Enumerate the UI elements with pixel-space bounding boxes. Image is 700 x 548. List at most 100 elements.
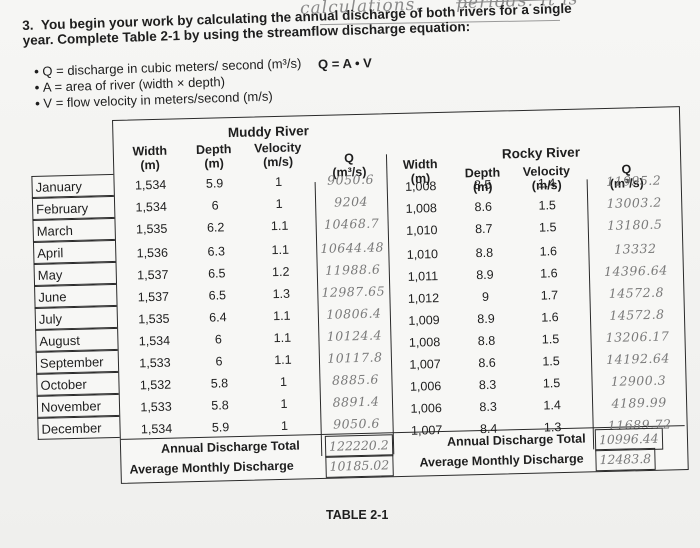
rocky-depth-cell: 9: [481, 289, 490, 305]
rocky-q-cell: 14572.8: [608, 284, 665, 301]
month-label: February: [31, 195, 117, 220]
muddy-q-cell: 10644.48: [320, 239, 385, 256]
muddy-velocity-cell: 1.1: [270, 218, 289, 234]
table-row: 1,534 5.9 1 9050.6 1,008 8.5 1.4 11995.2: [113, 107, 679, 194]
rocky-width-cell: 1,006: [409, 379, 442, 394]
rocky-velocity-cell: 1.6: [539, 244, 558, 259]
muddy-velocity-cell: 1: [280, 418, 289, 433]
rocky-depth-cell: 8.6: [474, 199, 493, 215]
muddy-q-cell: 11988.6: [324, 261, 381, 278]
muddy-velocity-header: Velocity (m/s): [246, 140, 311, 170]
muddy-depth-cell: 6.5: [207, 266, 226, 281]
table-row: 1,534 6 1.1 10124.4 1,008 8.8 1.5 13206.17: [113, 107, 679, 349]
month-label: September: [35, 349, 121, 374]
rocky-q-cell: 13332: [614, 240, 657, 257]
month-label: April: [32, 239, 118, 264]
rocky-width-cell: 1,010: [406, 247, 439, 262]
muddy-q-cell: 10124.4: [326, 327, 383, 344]
rocky-depth-cell: 8.5: [473, 177, 492, 193]
rocky-width-cell: 1,011: [407, 269, 439, 284]
rocky-q-cell: 13180.5: [606, 216, 663, 233]
muddy-average-label: Average Monthly Discharge: [129, 458, 294, 477]
muddy-average-value: 10185.02: [325, 454, 394, 478]
rocky-average-value: 12483.8: [595, 447, 656, 472]
muddy-velocity-cell: 1.3: [272, 286, 291, 302]
muddy-velocity-unit: (m/s): [262, 154, 294, 170]
muddy-q-cell: 9204: [334, 193, 369, 210]
muddy-depth-cell: 5.9: [205, 176, 224, 191]
muddy-depth-cell: 6.5: [208, 288, 227, 303]
muddy-depth-cell: 5.8: [211, 398, 229, 413]
muddy-depth-cell: 6: [211, 198, 219, 213]
muddy-width-cell: 1,533: [139, 355, 171, 371]
muddy-q-cell: 8891.4: [332, 393, 380, 410]
rocky-velocity-cell: 1.6: [540, 266, 558, 281]
muddy-width-cell: 1,535: [138, 311, 170, 327]
rocky-depth-cell: 8.3: [478, 377, 497, 393]
rocky-depth-cell: 8.8: [477, 333, 496, 349]
rocky-q-cell: 13206.17: [605, 328, 670, 345]
muddy-width-cell: 1,533: [140, 399, 172, 415]
rocky-q-cell: 11995.2: [605, 172, 662, 189]
rocky-velocity-cell: 1.6: [541, 310, 559, 325]
month-label: June: [34, 283, 119, 308]
rocky-q-cell: 14572.8: [609, 306, 665, 323]
muddy-width-cell: 1,534: [140, 421, 173, 437]
month-label: December: [37, 415, 122, 440]
rocky-depth-cell: 8.6: [478, 355, 496, 371]
muddy-q-cell: 10117.8: [327, 349, 383, 366]
table-row: 1,535 6.2 1.1 10468.7 1,010 8.7 1.5 13180.5: [113, 107, 679, 238]
rocky-velocity-cell: 1.4: [537, 176, 556, 191]
rocky-velocity-cell: 1.7: [540, 288, 559, 303]
rocky-width-cell: 1,007: [409, 357, 441, 372]
muddy-q-cell: 9050.6: [327, 171, 375, 188]
rocky-width-label: Width: [402, 157, 438, 172]
rocky-width-cell: 1,008: [408, 335, 441, 350]
month-label: March: [32, 217, 117, 242]
rocky-annual-label: Annual Discharge Total: [446, 431, 586, 449]
rocky-q-cell: 4189.99: [611, 394, 667, 411]
muddy-width-cell: 1,534: [134, 177, 167, 193]
rocky-velocity-cell: 1.5: [542, 354, 560, 369]
table-row: 1,537 6.5 1.3 12987.65 1,012 9 1.7 14572.8: [113, 107, 679, 305]
table-body: Muddy River Rocky River Width (m) Depth …: [112, 106, 689, 484]
muddy-width-cell: 1,535: [135, 221, 168, 237]
table-row: 1,536 6.3 1.1 10644.48 1,010 8.8 1.6 13332: [113, 107, 679, 261]
month-label: August: [35, 327, 120, 352]
rocky-velocity-cell: 1.4: [543, 398, 561, 413]
month-label: November: [36, 393, 122, 418]
muddy-q-cell: 12987.65: [321, 283, 386, 300]
muddy-river-title: Muddy River: [227, 123, 310, 141]
table-row: 1,534 6 1 9204 1,008 8.6 1.5 13003.2: [113, 107, 679, 216]
rocky-depth-cell: 8.3: [479, 399, 498, 415]
rocky-depth-cell: 8.9: [476, 267, 494, 283]
rocky-velocity-cell: 1.5: [538, 220, 557, 235]
muddy-depth-cell: 6: [214, 332, 223, 347]
month-label: January: [31, 173, 116, 198]
muddy-depth-header: Depth (m): [184, 142, 245, 171]
rocky-width-cell: 1,012: [407, 291, 440, 306]
muddy-depth-unit: (m): [204, 156, 225, 171]
muddy-depth-label: Depth: [195, 142, 232, 157]
question-text: You begin your work by calculating the a…: [22, 0, 572, 48]
muddy-velocity-cell: 1.1: [271, 242, 290, 258]
rocky-depth-cell: 8.9: [477, 311, 495, 327]
muddy-width-cell: 1,534: [138, 333, 171, 349]
muddy-depth-cell: 5.9: [211, 420, 230, 435]
rocky-average-label: Average Monthly Discharge: [419, 451, 584, 470]
rocky-velocity-cell: 1.5: [542, 376, 561, 391]
month-label: May: [33, 261, 119, 286]
muddy-velocity-cell: 1: [274, 174, 283, 190]
muddy-velocity-cell: 1.1: [272, 308, 291, 324]
rocky-q-cell: 13003.2: [606, 194, 662, 211]
table-row: 1,537 6.5 1.2 11988.6 1,011 8.9 1.6 14396.64: [113, 107, 679, 283]
data-rows: 1,534 5.9 1 9050.6 1,008 8.5 1.4 11995.2 1,534 6 1…: [113, 107, 679, 438]
rocky-velocity-cell: 1.5: [541, 332, 560, 347]
table-row: 1,535 6.4 1.1 10806.4 1,009 8.9 1.6 14572.8: [113, 107, 679, 327]
muddy-depth-cell: 6: [215, 354, 223, 369]
muddy-width-cell: 1,537: [137, 267, 169, 283]
muddy-velocity-cell: 1.1: [273, 330, 292, 346]
muddy-width-unit: (m): [140, 157, 161, 173]
muddy-width-cell: 1,536: [136, 245, 169, 261]
muddy-depth-cell: 6.4: [209, 310, 227, 325]
